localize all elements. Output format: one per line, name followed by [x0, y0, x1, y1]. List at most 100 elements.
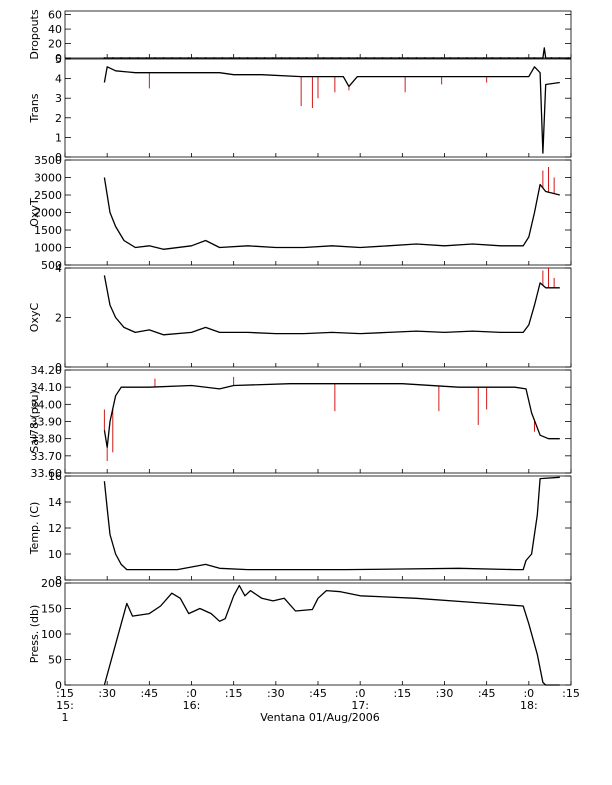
panel-4-frame	[64, 369, 572, 474]
panel-0-dropout-marker	[339, 57, 342, 59]
panel-0-dropout-marker	[499, 57, 502, 59]
panel-0-dropout-marker	[432, 57, 435, 59]
panel-3-series-line	[103, 275, 560, 336]
panel-0-ytick-label: 20	[48, 38, 62, 51]
panel-0-dropout-marker	[288, 57, 291, 59]
panel-6-ytick-label: 50	[48, 654, 62, 667]
panel-0-dropout-marker	[204, 57, 207, 59]
panel-5-series-line	[103, 476, 560, 571]
chart-panels: 0204060Dropouts012345Trans50010001500200…	[28, 9, 572, 692]
panel-0-dropout-marker	[263, 57, 266, 59]
panel-6-ytick-label: 100	[41, 628, 62, 641]
panel-1-ytick-label: 3	[55, 92, 62, 105]
panel-6-series-line	[103, 584, 560, 686]
day-label: 1	[62, 711, 69, 724]
panel-0-series-line	[104, 47, 571, 59]
panel-4-ytick-label: 33.60	[31, 467, 63, 480]
panel-4-ytick-label: 33.90	[31, 416, 63, 429]
panel-6-ytick-label: 150	[41, 603, 62, 616]
panel-0-dropout-marker	[567, 57, 570, 59]
panel-2-ytick-label: 1500	[34, 224, 62, 237]
x-tick-label: :30	[98, 687, 116, 700]
panel-0-dropout-marker	[154, 57, 156, 59]
panel-0-dropout-marker	[280, 57, 283, 59]
panel-5-ytick-label: 14	[48, 496, 62, 509]
x-tick-label: :15	[56, 687, 74, 700]
panel-0-dropout-marker	[491, 57, 494, 59]
panel-2-frame	[64, 159, 572, 266]
panel-6: 0 50 100 150 200 Press. (db)	[28, 577, 572, 692]
panel-0-dropout-marker	[272, 57, 274, 59]
hour-label: 17:	[351, 699, 369, 712]
panel-5-ylabel: Temp. (C)	[28, 502, 41, 556]
panel-1-series-line	[103, 66, 560, 154]
panel-4-ytick-label: 34.10	[31, 381, 63, 394]
x-tick-label: :45	[309, 687, 327, 700]
panel-0-dropout-marker	[356, 57, 359, 59]
panel-0-dropout-marker	[322, 57, 325, 59]
panel-0-dropout-marker	[229, 57, 232, 59]
panel-0-dropout-marker	[255, 57, 258, 59]
x-tick-label: :0	[355, 687, 366, 700]
panel-0-dropout-marker	[390, 57, 392, 59]
panel-1-ytick-label: 0	[55, 151, 62, 164]
panel-1-frame	[64, 58, 572, 158]
hour-label: 15:	[56, 699, 74, 712]
panel-0-dropout-marker	[508, 57, 511, 59]
panel-5: 8 10 12 14 16 Temp. (C)	[28, 470, 572, 587]
panel-6-ytick-label: 200	[41, 577, 62, 590]
panel-0-dropout-marker	[373, 57, 376, 59]
panel-2-ytick-label: 2000	[34, 207, 62, 220]
panel-0-ytick-label: 60	[48, 9, 62, 22]
panel-0-dropout-marker	[170, 57, 173, 59]
panel-0-ytick-label: 40	[48, 23, 62, 36]
panel-2-ylabel: OxyT	[28, 198, 41, 227]
panel-0-dropout-marker	[162, 57, 165, 59]
panel-0-dropout-marker	[407, 57, 409, 59]
panel-4-ytick-label: 34.20	[31, 364, 63, 377]
panel-0-dropout-marker	[525, 57, 527, 59]
panel-0-dropout-marker	[516, 57, 519, 59]
hour-label: 18:	[520, 699, 538, 712]
panel-4: 33.60 33.70 33.80 33.90 34.00 34.10 34.20 Sal78…	[28, 364, 572, 480]
panel-0-dropout-marker	[305, 57, 308, 59]
panel-2-ytick-label: 500	[41, 259, 62, 272]
x-tick-label: :15	[225, 687, 243, 700]
panel-0-dropout-marker	[103, 57, 106, 59]
panel-3-frame	[64, 267, 572, 368]
panel-0-dropout-marker	[137, 57, 139, 59]
panel-0-dropout-marker	[145, 57, 148, 59]
panel-0-dropout-marker	[558, 57, 561, 59]
panel-3-ytick-label: 2	[55, 312, 62, 325]
panel-0-dropout-marker	[457, 57, 460, 59]
panel-3: 0 2 4 OxyC	[28, 262, 572, 374]
hour-label: 16:	[183, 699, 201, 712]
panel-6-ylabel: Press. (db)	[28, 605, 41, 664]
panel-1-ytick-label: 5	[55, 53, 62, 66]
panel-0-dropout-marker	[449, 57, 452, 59]
panel-0-ytick-label: 0	[55, 52, 62, 65]
panel-1-ytick-label: 4	[55, 73, 62, 86]
panel-1-ytick-label: 1	[55, 131, 62, 144]
panel-4-ylabel: Sal78 (psu)	[28, 390, 41, 453]
panel-5-ytick-label: 16	[48, 470, 62, 483]
panel-0-dropout-marker	[111, 57, 114, 59]
panel-0-dropout-marker	[179, 57, 182, 59]
panel-0-dropout-marker	[120, 57, 123, 59]
panel-0-dropout-marker	[423, 57, 426, 59]
panel-0-dropout-marker	[348, 57, 350, 59]
panel-0-dropout-marker	[398, 57, 401, 59]
panel-2-ytick-label: 1000	[34, 242, 62, 255]
panel-0-dropout-marker	[128, 57, 131, 59]
panel-4-ytick-label: 34.00	[31, 398, 63, 411]
x-axis-title: Ventana 01/Aug/2006	[260, 711, 380, 724]
panel-0-dropout-marker	[297, 57, 300, 59]
panel-0-dropout-marker	[331, 57, 333, 59]
panel-4-series-line	[103, 383, 560, 448]
panel-2-series-line	[103, 177, 560, 250]
panel-0-dropout-marker	[238, 57, 241, 59]
panel-3-ytick-label: 4	[55, 262, 62, 275]
